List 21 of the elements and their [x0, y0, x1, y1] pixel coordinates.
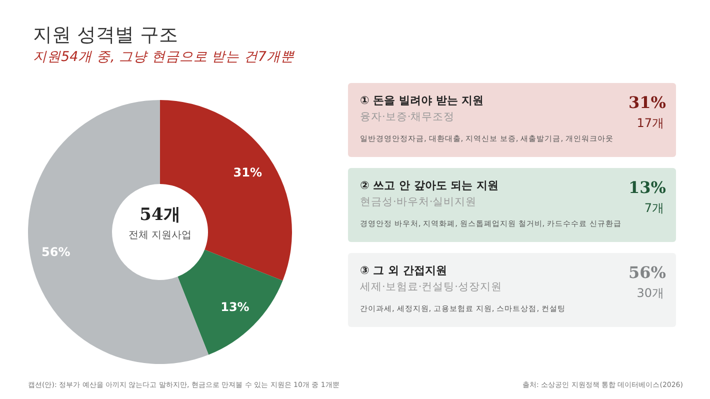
text: 56%	[628, 263, 666, 282]
data-label: 31%	[233, 165, 262, 180]
text: 30개	[636, 285, 664, 302]
text: ③ 그 외 간접지원	[360, 263, 447, 278]
chart-subtitle: 지원54개 중, 그냥 현금으로 받는 건7개뿐	[33, 48, 295, 66]
donut-slice	[28, 100, 209, 364]
text: 31%	[628, 93, 666, 112]
text: 54개	[138, 204, 182, 226]
data-label: 13%	[220, 300, 250, 314]
text: 7개	[644, 200, 664, 217]
text: 17개	[636, 115, 664, 132]
text: 13%	[628, 178, 666, 197]
data-label: 56%	[42, 244, 70, 259]
text: 전체 지원사업	[127, 229, 193, 242]
chart-title: 지원 성격별 구조	[33, 23, 178, 48]
text: 현금성·바우처·실비지원	[360, 195, 477, 209]
text: 융자·보증·채무조정	[360, 110, 455, 124]
text: 세제·보험료·컨설팅·성장지원	[360, 280, 502, 294]
text: ② 쓰고 안 갚아도 되는 지원	[360, 178, 498, 193]
donut-slice	[178, 250, 283, 355]
text: ① 돈을 빌려야 받는 지원	[360, 93, 484, 108]
